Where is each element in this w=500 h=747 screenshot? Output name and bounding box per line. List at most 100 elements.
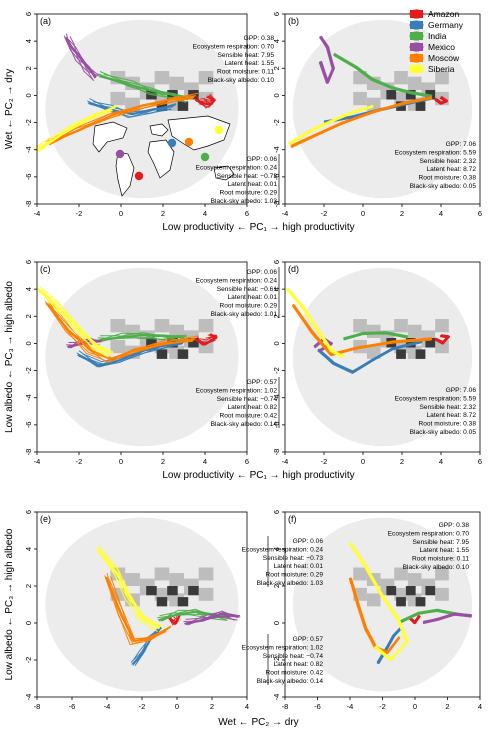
density-envelope xyxy=(45,267,239,447)
series-line-siberia xyxy=(286,288,344,359)
x-tick-label: -2 xyxy=(139,702,146,711)
x-tick-label: 2 xyxy=(161,209,165,218)
series-line-india xyxy=(99,333,184,342)
map-landmass xyxy=(92,121,128,153)
annotation-line: Black-sky albedo: 1.03 xyxy=(257,580,324,587)
annotation-line: Ecosystem respiration: 5.59 xyxy=(395,395,477,402)
x-tick-label: 4 xyxy=(439,457,443,466)
density-cell xyxy=(110,339,126,354)
panel-label: (d) xyxy=(288,264,299,274)
annotation-line: Latent heat: 0.01 xyxy=(274,563,324,570)
y-tick-label: 4 xyxy=(24,547,33,551)
annotation-line: Root moisture: 0.38 xyxy=(418,421,476,428)
y-tick-label: 0 xyxy=(272,93,281,97)
annotation-line: Latent heat: 8.72 xyxy=(427,166,477,173)
density-cell xyxy=(110,91,126,106)
annotation-line: Black-sky albedo: 0.10 xyxy=(403,564,470,571)
annotation-line: Black-sky albedo: 1.01 xyxy=(211,311,278,318)
density-cell xyxy=(435,319,449,333)
series-line-amazon xyxy=(195,96,215,105)
density-envelope xyxy=(292,517,473,692)
series-line-mexico xyxy=(69,36,95,82)
annotation-line: Black-sky albedo: 0.05 xyxy=(410,183,477,190)
y-tick-label: 0 xyxy=(24,621,33,625)
density-cell xyxy=(407,573,422,586)
annotation-line: Ecosystem respiration: 0.70 xyxy=(193,43,275,50)
y-tick-label: 2 xyxy=(24,66,33,70)
x-tick-label: 0 xyxy=(175,702,179,711)
x-tick-label: -2 xyxy=(76,209,83,218)
panel-label: (a) xyxy=(40,16,51,26)
legend-label-mexico: Mexico xyxy=(428,42,455,52)
density-cell-dense xyxy=(156,101,168,111)
x-tick-label: 6 xyxy=(245,209,249,218)
map-landmass xyxy=(115,151,135,197)
series-line-amazon xyxy=(408,614,421,624)
x-tick-label: 2 xyxy=(445,702,449,711)
density-cell xyxy=(435,71,449,85)
series-line-amazon xyxy=(435,96,448,104)
series-line-mexico xyxy=(423,612,472,624)
series-line-germany xyxy=(82,340,186,363)
series-line-moscow xyxy=(108,578,166,640)
annotation-line: GPP: 7.06 xyxy=(446,387,477,394)
series-line-germany xyxy=(93,101,172,114)
annotation-line: Ecosystem respiration: 1.02 xyxy=(196,387,278,394)
series-line-amazon xyxy=(171,612,181,623)
x-tick-label: 0 xyxy=(361,209,365,218)
world-map-inset xyxy=(92,115,235,197)
density-cell xyxy=(394,567,408,581)
legend-marker-germany xyxy=(409,20,424,30)
panel-label: (e) xyxy=(40,514,51,524)
y-tick-label: -2 xyxy=(272,657,281,664)
x-tick-label: 0 xyxy=(119,457,123,466)
density-cell-dense xyxy=(405,338,416,348)
y-tick-label: 6 xyxy=(24,510,33,514)
legend-marker-siberia xyxy=(409,64,424,74)
y-tick-label: 6 xyxy=(272,12,281,16)
x-tick-label: 0 xyxy=(119,209,123,218)
density-cell-dense xyxy=(188,586,199,596)
series-line-siberia xyxy=(101,548,158,632)
density-cell xyxy=(169,573,184,586)
density-cell xyxy=(366,324,381,338)
annotation-line: Black-sky albedo: 0.14 xyxy=(257,678,324,685)
y-tick-label: -4 xyxy=(272,146,281,153)
annotation-line: GPP: 7.06 xyxy=(446,141,477,148)
y-tick-label: -2 xyxy=(24,119,33,126)
density-cell-dense xyxy=(146,586,157,596)
density-cell xyxy=(394,319,408,333)
x-tick-label: 6 xyxy=(478,457,482,466)
site-marker-moscow xyxy=(184,137,194,147)
legend-label-india: India xyxy=(428,31,447,41)
annotation-line: Ecosystem respiration: 0.24 xyxy=(242,546,324,553)
density-cell xyxy=(353,567,367,581)
density-cell xyxy=(198,567,214,581)
series-line-germany xyxy=(89,98,177,118)
density-cell-dense xyxy=(177,349,189,359)
annotation-line: GPP: 0.57 xyxy=(293,636,324,643)
y-tick-label: -2 xyxy=(272,367,281,374)
series-line-moscow xyxy=(48,304,196,360)
series-line-siberia xyxy=(40,290,109,358)
legend-label-germany: Germany xyxy=(428,20,464,30)
density-cell xyxy=(125,573,140,586)
series-line-moscow xyxy=(50,95,197,143)
density-cell xyxy=(353,91,367,106)
y-tick-label: -4 xyxy=(272,694,281,701)
series-line-india xyxy=(162,609,228,621)
y-tick-label: -6 xyxy=(272,174,281,181)
annotation-line: Black-sky albedo: 1.03 xyxy=(211,198,278,205)
series-line-amazon xyxy=(435,334,450,344)
plot-frame xyxy=(284,13,481,205)
x-tick-label: -4 xyxy=(104,702,111,711)
annotation-line: Ecosystem respiration: 1.02 xyxy=(242,644,324,651)
legend-marker-india xyxy=(409,31,424,41)
series-line-amazon xyxy=(198,98,213,103)
legend-marker-mexico xyxy=(409,42,424,52)
density-cell-dense xyxy=(415,597,426,607)
annotation-line: Black-sky albedo: 0.10 xyxy=(208,77,275,84)
density-cell-dense xyxy=(415,349,426,359)
y-tick-label: 6 xyxy=(272,260,281,264)
x-tick-label: -2 xyxy=(379,702,386,711)
